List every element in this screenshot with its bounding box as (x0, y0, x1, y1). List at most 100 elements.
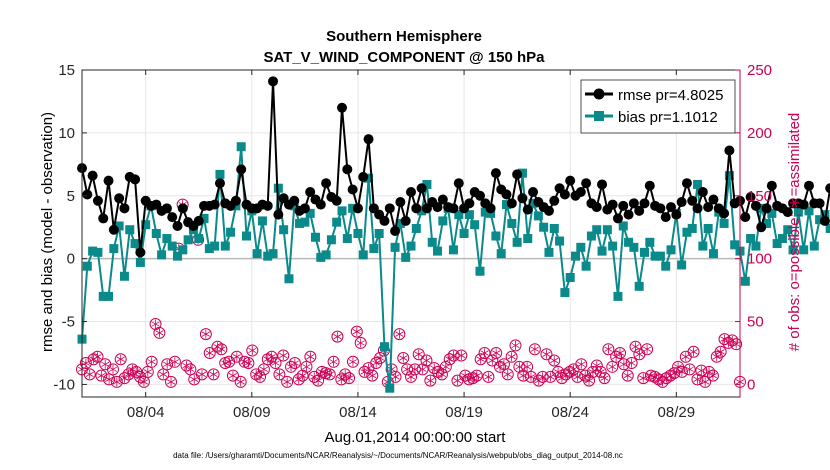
rmse-point (671, 209, 682, 220)
obs-circle (490, 346, 503, 359)
rmse-point (395, 197, 406, 208)
obs-asterisk (279, 352, 288, 359)
obs-circle (234, 375, 247, 388)
bias-point (576, 242, 586, 252)
obs-asterisk (228, 373, 238, 379)
bias-point (528, 198, 538, 208)
obs-circle (83, 368, 96, 381)
obs-asterisk (186, 366, 195, 372)
bias-point (703, 223, 713, 233)
obs-count-point (524, 370, 537, 383)
obs-asterisk (356, 340, 365, 346)
bias-point (104, 291, 114, 301)
rmse-point (740, 212, 751, 223)
rmse-point (687, 195, 698, 206)
obs-asterisk (159, 371, 168, 377)
bias-point (109, 244, 119, 254)
obs-count-point (614, 346, 627, 359)
bias-point (655, 251, 665, 261)
obs-asterisk (437, 371, 447, 377)
obs-asterisk (643, 346, 652, 352)
bias-point (411, 223, 421, 233)
obs-asterisk (681, 354, 690, 360)
rmse-point (692, 203, 703, 214)
obs-asterisk (569, 366, 578, 372)
bias-point (273, 183, 283, 193)
bias-point (693, 179, 703, 189)
y-tick-label-right: 50 (747, 314, 764, 331)
rmse-point (750, 200, 761, 211)
obs-circle (536, 370, 549, 383)
bias-point (512, 237, 522, 247)
obs-circle (614, 346, 627, 359)
bias-point (634, 281, 644, 291)
bias-point (82, 261, 92, 271)
obs-asterisk (116, 356, 125, 362)
rmse-point (814, 198, 825, 209)
y-tick-label-left: 5 (67, 188, 75, 205)
obs-circle (509, 339, 522, 352)
rmse-point (347, 184, 358, 195)
obs-count-point (195, 368, 208, 381)
obs-asterisk (685, 366, 694, 372)
bias-point (639, 247, 649, 257)
obs-circle (246, 344, 259, 357)
obs-circle (195, 368, 208, 381)
obs-count-point (114, 353, 127, 366)
obs-asterisk (93, 354, 102, 360)
obs-asterisk (259, 366, 269, 372)
rmse-point (92, 195, 103, 206)
legend-rmse-marker (593, 88, 605, 100)
obs-circle (641, 343, 654, 356)
rmse-point (358, 171, 369, 182)
obs-asterisk (581, 373, 590, 379)
obs-circle (726, 334, 739, 347)
obs-count-point (215, 343, 228, 356)
rmse-point (522, 204, 533, 215)
bias-point (486, 208, 496, 218)
obs-asterisk (267, 354, 276, 360)
data-layer (76, 76, 830, 393)
obs-asterisk (190, 376, 199, 382)
obs-count-point (141, 365, 154, 378)
obs-count-point (331, 330, 344, 343)
obs-asterisk (135, 374, 145, 380)
obs-count-point (521, 360, 534, 373)
rmse-point (756, 222, 767, 233)
obs-count-point (687, 345, 700, 358)
rmse-point (819, 215, 830, 226)
bias-point (135, 257, 145, 267)
bias-point (475, 266, 485, 276)
obs-circle (397, 352, 410, 365)
obs-asterisk (457, 352, 466, 359)
obs-asterisk (395, 331, 404, 337)
obs-count-point (165, 375, 178, 388)
obs-asterisk (306, 354, 315, 360)
bias-point (804, 206, 814, 216)
obs-asterisk (364, 365, 373, 371)
obs-count-point (571, 370, 584, 383)
obs-asterisk (352, 329, 361, 335)
obs-asterisk (321, 370, 330, 376)
obs-count-point (199, 328, 212, 341)
rmse-point (273, 209, 284, 220)
obs-count-point (625, 357, 638, 370)
bias-point (767, 208, 777, 218)
bias-point (592, 225, 602, 235)
obs-asterisk (232, 354, 241, 360)
bias-point (549, 223, 559, 233)
obs-circle (602, 343, 615, 356)
rmse-point (379, 215, 390, 226)
rmse-point (406, 186, 416, 197)
obs-circle (145, 355, 158, 368)
obs-asterisk (217, 346, 226, 352)
obs-count-point (161, 358, 174, 371)
obs-circle (447, 349, 460, 362)
obs-asterisk (205, 350, 214, 356)
obs-asterisk (476, 356, 485, 362)
bias-point (496, 249, 506, 259)
bias-point (602, 225, 612, 235)
y-tick-label-left: -5 (62, 314, 75, 331)
rmse-point (103, 175, 114, 186)
